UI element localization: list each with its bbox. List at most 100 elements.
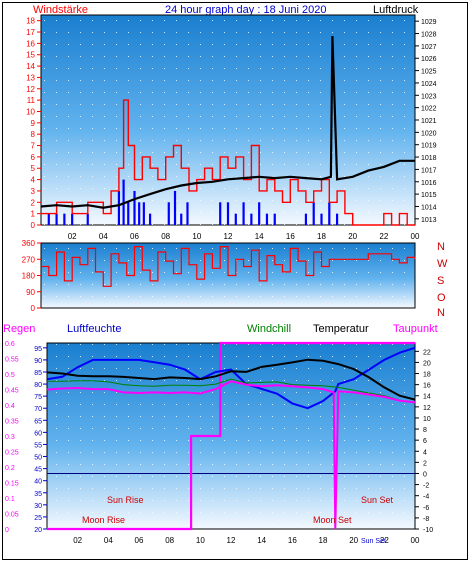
humidity-y-tick-label-12: 80 xyxy=(34,382,42,389)
pressure-y-tick-label-6: 1019 xyxy=(421,143,437,150)
wind-y-tick-label-2: 2 xyxy=(31,198,36,207)
weather-chart-svg: Windstärke 24 hour graph day : 18 Juni 2… xyxy=(3,4,448,545)
humidity-y-tick-label-2: 30 xyxy=(34,503,42,510)
x-tick-label-p3-1: 04 xyxy=(104,536,113,545)
wind-y-tick-label-12: 12 xyxy=(26,85,35,94)
pressure-y-tick-label-16: 1029 xyxy=(421,19,437,26)
temp-y-tick-label-9: 8 xyxy=(423,427,427,434)
x-tick-label-p3-11: 00 xyxy=(411,536,420,545)
x-tick-label-p1-1: 04 xyxy=(99,232,108,241)
wind-y-tick-label-17: 17 xyxy=(26,28,35,37)
x-tick-label-p1-7: 16 xyxy=(286,232,295,241)
wind-y-tick-label-14: 14 xyxy=(26,62,35,71)
temp-y-tick-label-11: 12 xyxy=(423,405,431,412)
pressure-line xyxy=(40,35,415,209)
rain-line xyxy=(47,341,415,531)
temp-y-tick-label-6: 2 xyxy=(423,460,427,467)
temp-y-tick-label-10: 10 xyxy=(423,416,431,423)
wind-y-tick-label-1: 1 xyxy=(31,210,36,219)
rain-y-tick-label-7: 0.35 xyxy=(5,419,19,426)
rain-y-tick-label-2: 0.1 xyxy=(5,496,15,503)
wind-y-tick-label-16: 16 xyxy=(26,39,35,48)
moon-set-label: Moon Set xyxy=(313,515,352,525)
pressure-y-tick-label-10: 1023 xyxy=(421,93,437,100)
wind-y-tick-label-9: 9 xyxy=(31,119,36,128)
humidity-y-tick-label-6: 50 xyxy=(34,455,42,462)
x-tick-label-p3-9: 20 xyxy=(349,536,358,545)
wind-axis-title: Windstärke xyxy=(33,4,88,16)
x-tick-label-p1-3: 08 xyxy=(161,232,170,241)
temp-y-tick-label-13: 16 xyxy=(423,383,431,390)
dir-y-tick-label-2: 180 xyxy=(22,272,36,281)
humidity-y-tick-label-13: 85 xyxy=(34,370,42,377)
pressure-y-tick-label-7: 1020 xyxy=(421,130,437,137)
sun-rise-label: Sun Rise xyxy=(107,495,144,505)
x-tick-label-p3-6: 14 xyxy=(257,536,266,545)
legend-regen: Regen xyxy=(3,323,35,335)
humidity-y-tick-label-1: 25 xyxy=(34,515,42,522)
rain-y-tick-label-0: 0 xyxy=(5,527,9,534)
dir-y-tick-label-0: 0 xyxy=(31,304,36,313)
sun-set-small-label: Sun Set xyxy=(361,538,386,545)
pressure-y-tick-label-2: 1015 xyxy=(421,192,437,199)
rain-y-tick-label-11: 0.55 xyxy=(5,357,19,364)
dir-letter-w: W xyxy=(437,258,448,270)
dir-y-tick-label-4: 360 xyxy=(22,239,36,248)
dir-letter-n-top: N xyxy=(437,241,445,253)
dir-letter-s: S xyxy=(437,275,444,287)
wind-y-tick-label-7: 7 xyxy=(31,142,36,151)
temp-y-tick-label-16: 22 xyxy=(423,349,431,356)
humidity-y-tick-label-7: 55 xyxy=(34,442,42,449)
temp-y-tick-label-0: -10 xyxy=(423,527,433,534)
humidity-y-tick-label-14: 90 xyxy=(34,358,42,365)
wind-y-tick-label-3: 3 xyxy=(31,187,36,196)
pressure-y-tick-label-12: 1025 xyxy=(421,69,437,76)
wind-pressure-grid xyxy=(41,15,415,225)
humidity-y-tick-label-8: 60 xyxy=(34,430,42,437)
x-tick-label-p3-3: 08 xyxy=(165,536,174,545)
temp-y-tick-label-15: 20 xyxy=(423,360,431,367)
pressure-y-tick-label-15: 1028 xyxy=(421,32,437,39)
rain-y-tick-label-9: 0.45 xyxy=(5,388,19,395)
wind-y-tick-label-10: 10 xyxy=(26,107,35,116)
pressure-y-tick-label-9: 1022 xyxy=(421,106,437,113)
humidity-y-tick-label-9: 65 xyxy=(34,418,42,425)
temp-y-tick-label-7: 4 xyxy=(423,449,427,456)
x-tick-label-p1-4: 10 xyxy=(192,232,201,241)
dir-y-tick-label-3: 270 xyxy=(22,255,36,264)
wind-y-tick-label-18: 18 xyxy=(26,17,35,26)
humidity-y-tick-label-3: 35 xyxy=(34,491,42,498)
temperature-line xyxy=(46,358,416,401)
pressure-y-tick-label-1: 1014 xyxy=(421,204,437,211)
humidity-y-tick-label-15: 95 xyxy=(34,346,42,353)
x-tick-label-p1-8: 18 xyxy=(317,232,326,241)
temp-y-tick-label-8: 6 xyxy=(423,438,427,445)
pressure-y-tick-label-8: 1021 xyxy=(421,118,437,125)
temp-y-tick-label-12: 14 xyxy=(423,394,431,401)
pressure-y-tick-label-14: 1027 xyxy=(421,44,437,51)
humidity-y-tick-label-10: 70 xyxy=(34,406,42,413)
x-tick-label-p3-8: 18 xyxy=(319,536,328,545)
rain-y-tick-label-5: 0.25 xyxy=(5,450,19,457)
legend-temperatur: Temperatur xyxy=(313,323,369,335)
x-tick-label-p3-5: 12 xyxy=(227,536,236,545)
rain-y-tick-label-6: 0.3 xyxy=(5,434,15,441)
chart-title: 24 hour graph day : 18 Juni 2020 xyxy=(165,4,326,16)
x-tick-label-p3-4: 10 xyxy=(196,536,205,545)
x-tick-label-p3-10: 22 xyxy=(380,536,389,545)
pressure-y-tick-label-4: 1017 xyxy=(421,167,437,174)
moon-rise-label: Moon Rise xyxy=(82,515,125,525)
pressure-y-tick-label-13: 1026 xyxy=(421,56,437,63)
legend-windchill: Windchill xyxy=(247,323,291,335)
temp-y-tick-label-5: 0 xyxy=(423,471,427,478)
rain-y-tick-label-10: 0.5 xyxy=(5,372,15,379)
wind-direction-line xyxy=(41,246,416,287)
x-tick-label-p1-2: 06 xyxy=(130,232,139,241)
dir-letter-o: O xyxy=(437,292,446,304)
temp-y-tick-label-14: 18 xyxy=(423,372,431,379)
pressure-y-tick-label-3: 1016 xyxy=(421,180,437,187)
pressure-y-tick-label-0: 1013 xyxy=(421,217,437,224)
temp-y-tick-label-1: -8 xyxy=(423,516,429,523)
weather-grid xyxy=(47,343,415,529)
